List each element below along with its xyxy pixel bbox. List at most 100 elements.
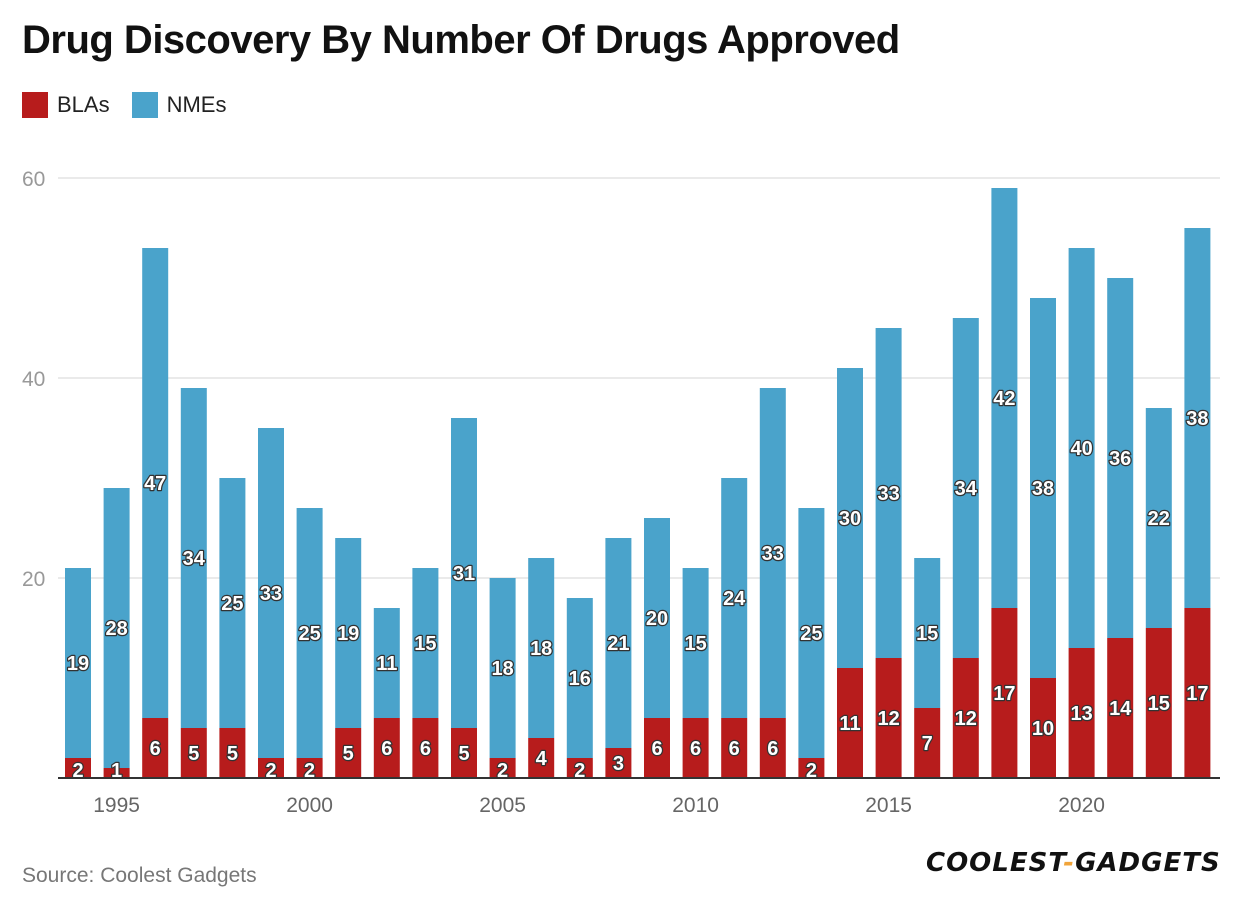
- data-label-blas-2020: 13: [1070, 703, 1092, 725]
- data-label-blas-2019: 10: [1032, 718, 1054, 740]
- data-label-blas-2017: 12: [955, 708, 977, 730]
- bar-blas-2016: [914, 708, 941, 778]
- bar-nmes-1994: [65, 568, 91, 758]
- logo-dash: -: [1063, 848, 1076, 878]
- data-label-blas-2005: 2: [497, 760, 508, 782]
- bar-blas-2002: [373, 718, 400, 778]
- bar-blas-1999: [258, 758, 284, 778]
- source-note: Source: Coolest Gadgets: [22, 864, 257, 887]
- data-label-nmes-1995: 28: [105, 618, 127, 640]
- legend-swatch-blas: [22, 92, 48, 118]
- data-label-blas-2011: 6: [729, 738, 740, 760]
- bar-nmes-2001: [335, 538, 362, 728]
- data-label-blas-2000: 2: [304, 760, 315, 782]
- data-label-blas-1999: 2: [265, 760, 276, 782]
- data-label-nmes-2008: 21: [607, 633, 629, 655]
- bar-blas-2018: [991, 608, 1018, 778]
- data-label-nmes-2003: 15: [414, 633, 436, 655]
- data-label-blas-2007: 2: [574, 760, 585, 782]
- bar-blas-2000: [296, 758, 323, 778]
- bar-nmes-2010: [682, 568, 709, 718]
- bar-blas-2001: [335, 728, 362, 778]
- data-label-nmes-2010: 15: [684, 633, 706, 655]
- bar-nmes-2022: [1145, 408, 1172, 628]
- bar-blas-2004: [451, 728, 477, 778]
- x-tick-label-1995: 1995: [93, 794, 140, 817]
- bar-nmes-2000: [296, 508, 323, 758]
- data-label-nmes-2023: 38: [1186, 408, 1208, 430]
- data-label-nmes-2014: 30: [839, 508, 861, 530]
- bar-nmes-2004: [451, 418, 477, 728]
- bar-nmes-1999: [258, 428, 284, 758]
- bar-nmes-2012: [759, 388, 786, 718]
- data-label-nmes-1998: 25: [221, 593, 243, 615]
- data-label-nmes-2011: 24: [723, 588, 746, 610]
- data-label-nmes-2018: 42: [993, 388, 1015, 410]
- bar-blas-1996: [142, 718, 169, 778]
- data-label-blas-2003: 6: [420, 738, 431, 760]
- bar-blas-1995: [103, 768, 130, 778]
- bar-nmes-2016: [914, 558, 941, 708]
- data-label-nmes-2001: 19: [337, 623, 359, 645]
- bar-nmes-2020: [1068, 248, 1095, 648]
- bar-nmes-2017: [952, 318, 979, 658]
- bar-blas-2019: [1030, 678, 1056, 778]
- legend-swatch-nmes: [131, 92, 158, 118]
- x-tick-label-2020: 2020: [1058, 794, 1105, 817]
- data-label-nmes-2020: 40: [1070, 438, 1092, 460]
- data-label-blas-1998: 5: [227, 743, 238, 765]
- data-label-nmes-1994: 19: [67, 653, 89, 675]
- data-label-nmes-2019: 38: [1032, 478, 1054, 500]
- data-label-nmes-2005: 18: [491, 658, 513, 680]
- data-label-blas-2018: 17: [993, 683, 1015, 705]
- data-label-blas-2001: 5: [343, 743, 354, 765]
- bar-nmes-1996: [142, 248, 169, 718]
- data-label-nmes-2016: 15: [916, 623, 938, 645]
- bar-blas-2013: [798, 758, 825, 778]
- data-label-blas-1997: 5: [188, 743, 199, 765]
- data-label-nmes-2009: 20: [646, 608, 668, 630]
- y-tick-label-60: 60: [22, 168, 45, 191]
- data-label-nmes-1999: 33: [260, 583, 282, 605]
- logo-text-right: GADGETS: [1075, 848, 1221, 878]
- bar-blas-2005: [489, 758, 516, 778]
- bar-blas-2006: [528, 738, 555, 778]
- data-label-blas-2009: 6: [651, 738, 662, 760]
- bar-blas-2017: [952, 658, 979, 778]
- bar-blas-2003: [412, 718, 439, 778]
- bar-blas-2014: [837, 668, 863, 778]
- bar-nmes-2002: [373, 608, 400, 718]
- bar-nmes-2019: [1030, 298, 1056, 678]
- data-label-blas-2008: 3: [613, 753, 624, 775]
- x-tick-label-2005: 2005: [479, 794, 526, 817]
- bar-nmes-1995: [103, 488, 130, 768]
- bar-blas-1997: [180, 728, 207, 778]
- bar-blas-2023: [1184, 608, 1211, 778]
- x-tick-label-2015: 2015: [865, 794, 912, 817]
- bar-blas-2008: [605, 748, 632, 778]
- y-tick-label-40: 40: [22, 368, 45, 391]
- bar-blas-2015: [875, 658, 902, 778]
- data-label-blas-2013: 2: [806, 760, 817, 782]
- data-label-nmes-1997: 34: [183, 548, 206, 570]
- bar-nmes-2013: [798, 508, 825, 758]
- data-label-nmes-2004: 31: [453, 563, 475, 585]
- data-label-blas-2022: 15: [1148, 693, 1170, 715]
- data-label-blas-2014: 11: [839, 713, 860, 735]
- data-label-nmes-2022: 22: [1148, 508, 1170, 530]
- stacked-bar-chart: 2040602191286475345252332255196116155312…: [22, 168, 1220, 817]
- data-label-nmes-2000: 25: [298, 623, 320, 645]
- bar-blas-1994: [65, 758, 91, 778]
- data-label-nmes-2013: 25: [800, 623, 822, 645]
- data-label-blas-1996: 6: [150, 738, 161, 760]
- logo-text-left: COOLEST: [926, 848, 1064, 878]
- bar-blas-2007: [566, 758, 593, 778]
- bar-nmes-2007: [566, 598, 593, 758]
- data-label-nmes-2006: 18: [530, 638, 552, 660]
- x-tick-label-2000: 2000: [286, 794, 333, 817]
- bar-nmes-2018: [991, 188, 1018, 608]
- data-label-blas-1994: 2: [72, 760, 83, 782]
- data-label-nmes-2012: 33: [762, 543, 784, 565]
- bar-nmes-2011: [721, 478, 748, 718]
- data-label-nmes-2015: 33: [877, 483, 899, 505]
